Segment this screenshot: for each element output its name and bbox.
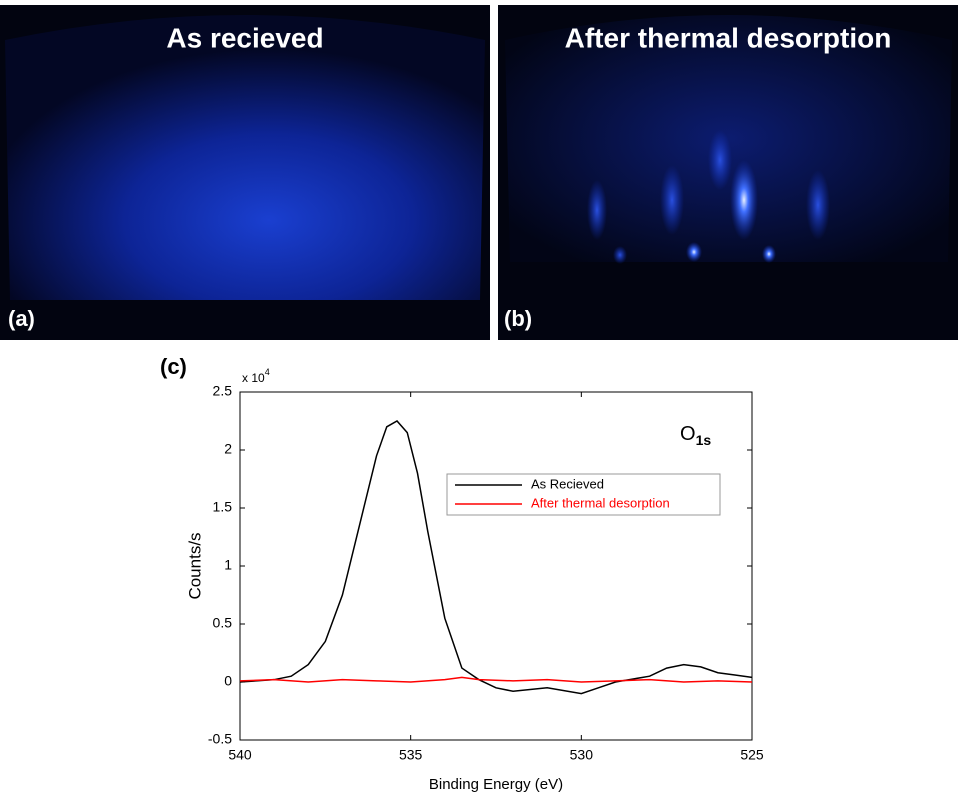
diffraction-spot — [660, 165, 684, 235]
x-tick-label: 540 — [228, 747, 252, 763]
panel-title: As recieved — [166, 22, 323, 53]
image-glow — [5, 15, 485, 300]
x-tick-label: 530 — [570, 747, 594, 763]
panel-b: After thermal desorption (b) — [498, 5, 958, 340]
panel-a: As recieved (a) — [0, 5, 490, 340]
legend-box — [446, 473, 721, 516]
legend-label: As Recieved — [531, 476, 604, 491]
y-tick-label: 2 — [224, 441, 232, 457]
y-axis-label: Counts/s — [185, 532, 204, 599]
annotation: O1s — [680, 423, 711, 447]
y-tick-label: 0 — [224, 673, 232, 689]
y-tick-label: 1 — [224, 557, 232, 573]
y-multiplier: x 104 — [242, 367, 270, 385]
annotation-sub: 1s — [696, 432, 712, 448]
x-tick-label: 535 — [399, 747, 423, 763]
legend-label: After thermal desorption — [531, 495, 670, 510]
data-line — [239, 676, 753, 683]
diffraction-spot — [708, 130, 732, 190]
data-line — [239, 420, 753, 695]
diffraction-spot — [730, 160, 758, 240]
annotation-base: O — [680, 423, 696, 445]
diffraction-spot — [587, 180, 607, 240]
x-axis-label: Binding Energy (eV) — [429, 776, 563, 793]
diffraction-spot — [806, 170, 830, 240]
diffraction-spot — [686, 242, 702, 262]
y-tick-label: 2.5 — [213, 383, 233, 399]
image-glow — [505, 15, 952, 262]
diffraction-spot — [613, 246, 627, 264]
y-multiplier-base: x 10 — [242, 371, 265, 385]
panel-title: After thermal desorption — [565, 22, 892, 53]
y-tick-label: 1.5 — [213, 499, 233, 515]
panel-label: (a) — [8, 306, 35, 331]
y-tick-label: -0.5 — [208, 731, 232, 747]
panel-label: (c) — [160, 354, 187, 379]
panel-label: (b) — [504, 306, 532, 331]
y-multiplier-exponent: 4 — [265, 367, 270, 377]
y-tick-label: 0.5 — [213, 615, 233, 631]
x-tick-label: 525 — [740, 747, 764, 763]
diffraction-spot — [762, 245, 776, 263]
